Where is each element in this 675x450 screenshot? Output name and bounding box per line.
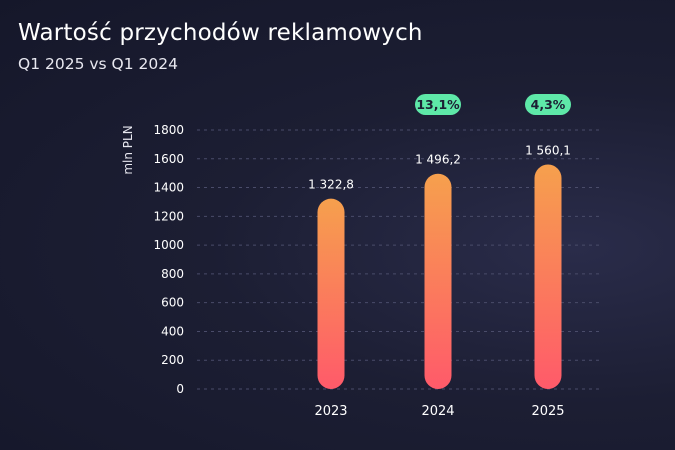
- growth-badge-2024: 13,1%: [415, 94, 461, 115]
- data-label-2023: 1 322,8: [308, 178, 354, 192]
- x-tick-label-2025: 2025: [531, 404, 564, 419]
- data-labels: 1 322,8 1 496,2 1 560,1: [308, 144, 571, 192]
- y-tick-label: 1600: [153, 152, 184, 166]
- y-tick-label: 1800: [153, 123, 184, 137]
- badge-background: [525, 94, 571, 115]
- x-axis-ticks: 2023 2024 2025: [314, 404, 564, 419]
- x-tick-label-2023: 2023: [314, 404, 347, 419]
- y-tick-label: 1000: [153, 238, 184, 252]
- y-tick-label: 200: [161, 353, 184, 367]
- badge-background: [415, 94, 461, 115]
- y-tick-label: 400: [161, 324, 184, 338]
- y-axis-ticks: 0 200 400 600 800 1000 1200 1400 1600 1800: [153, 123, 184, 396]
- growth-badge-2025: 4,3%: [525, 94, 571, 115]
- badge-label: 13,1%: [416, 97, 460, 112]
- y-tick-label: 0: [176, 382, 184, 396]
- y-axis-label: mln PLN: [121, 125, 135, 174]
- y-tick-label: 800: [161, 267, 184, 281]
- bar-2024: [424, 173, 452, 389]
- badge-label: 4,3%: [531, 97, 566, 112]
- y-tick-label: 600: [161, 296, 184, 310]
- y-tick-label: 1200: [153, 209, 184, 223]
- bars: [317, 164, 562, 389]
- bar-2023: [317, 198, 345, 389]
- y-tick-label: 1400: [153, 181, 184, 195]
- x-tick-label-2024: 2024: [421, 404, 454, 419]
- chart-subtitle: Q1 2025 vs Q1 2024: [18, 55, 178, 73]
- data-label-2025: 1 560,1: [525, 144, 571, 158]
- chart-title: Wartość przychodów reklamowych: [18, 20, 423, 46]
- bar-2025: [534, 164, 562, 389]
- growth-badges: 13,1% 4,3%: [415, 94, 571, 115]
- data-label-2024: 1 496,2: [415, 153, 461, 167]
